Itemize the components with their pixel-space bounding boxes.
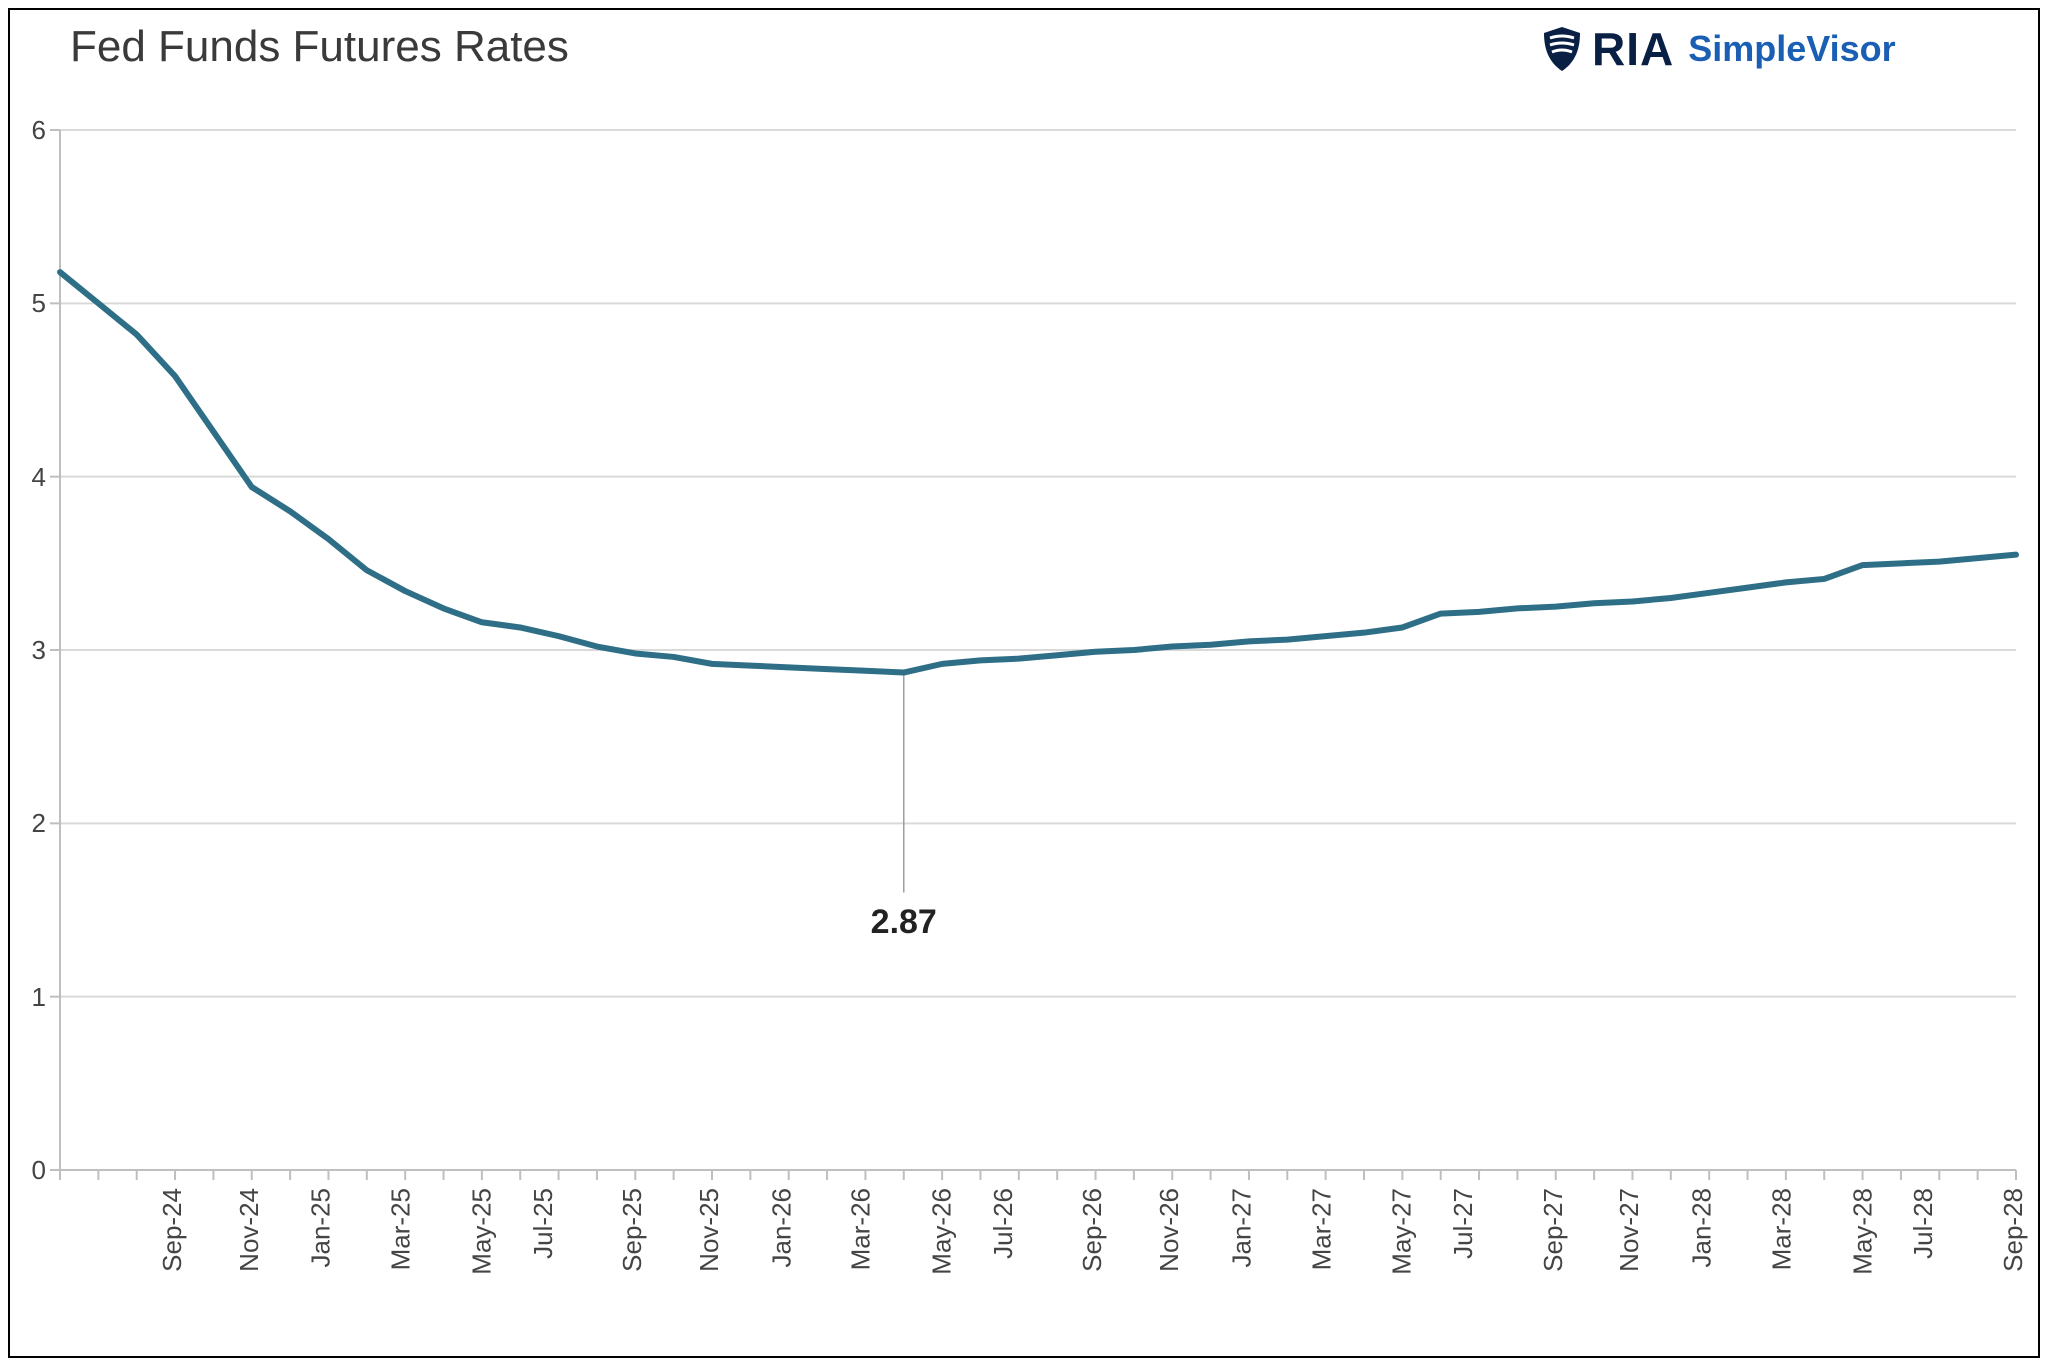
x-tick-label: May-26	[927, 1188, 958, 1275]
y-tick-label: 3	[10, 635, 46, 666]
x-tick-label: Mar-27	[1306, 1188, 1337, 1270]
y-tick-label: 0	[10, 1155, 46, 1186]
x-tick-label: Jul-28	[1908, 1188, 1939, 1259]
x-tick-label: Mar-25	[385, 1188, 416, 1270]
x-tick-label: Sep-24	[157, 1188, 188, 1272]
x-tick-label: May-25	[467, 1188, 498, 1275]
x-tick-label: Sep-25	[617, 1188, 648, 1272]
chart-svg	[0, 0, 2048, 1366]
data-line	[60, 272, 2016, 672]
x-tick-label: Sep-28	[1998, 1188, 2029, 1272]
x-tick-label: Jan-25	[306, 1188, 337, 1268]
y-tick-label: 6	[10, 115, 46, 146]
x-tick-label: Jul-27	[1448, 1188, 1479, 1259]
y-tick-label: 1	[10, 982, 46, 1013]
x-tick-label: Nov-24	[234, 1188, 265, 1272]
x-tick-label: Nov-26	[1154, 1188, 1185, 1272]
x-tick-label: Mar-28	[1766, 1188, 1797, 1270]
y-tick-label: 2	[10, 808, 46, 839]
x-tick-label: Nov-27	[1614, 1188, 1645, 1272]
x-tick-label: Jan-26	[766, 1188, 797, 1268]
x-tick-label: May-27	[1387, 1188, 1418, 1275]
x-tick-label: Jul-25	[527, 1188, 558, 1259]
callout-value: 2.87	[871, 903, 937, 942]
x-tick-label: Sep-27	[1538, 1188, 1569, 1272]
x-tick-label: Jul-26	[988, 1188, 1019, 1259]
y-tick-label: 4	[10, 462, 46, 493]
y-tick-label: 5	[10, 288, 46, 319]
x-tick-label: Sep-26	[1077, 1188, 1108, 1272]
x-tick-label: Jan-27	[1226, 1188, 1257, 1268]
x-tick-label: Nov-25	[694, 1188, 725, 1272]
x-tick-label: May-28	[1847, 1188, 1878, 1275]
x-tick-label: Jan-28	[1687, 1188, 1718, 1268]
x-tick-label: Mar-26	[846, 1188, 877, 1270]
